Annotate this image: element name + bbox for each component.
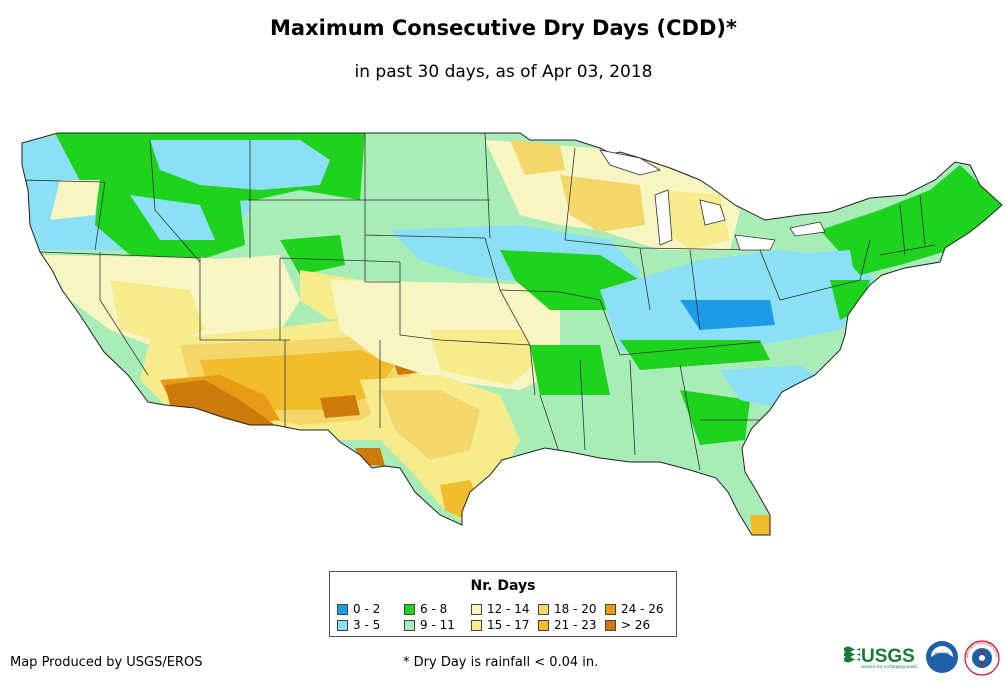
cdd-zone-6-8-tennessee bbox=[620, 340, 770, 370]
legend-label: 21 - 23 bbox=[554, 618, 597, 632]
map-title: Maximum Consecutive Dry Days (CDD)* bbox=[270, 16, 737, 40]
legend-swatch bbox=[605, 604, 616, 615]
great-lakes bbox=[599, 149, 826, 251]
legend: Nr. Days 0 - 2 3 - 5 6 - 8 9 - 11 12 - 1… bbox=[329, 571, 677, 637]
legend-label: 15 - 17 bbox=[487, 618, 530, 632]
cdd-zone-12-14-oregon bbox=[50, 180, 100, 220]
cdd-zone-6-8-colorado bbox=[280, 235, 345, 275]
cdd-zone-18-20-wisconsin bbox=[560, 175, 645, 232]
cdd-zone-18-20-minnesota bbox=[510, 140, 565, 175]
legend-swatch bbox=[337, 620, 348, 631]
nws-logo: NATIONAL WEATHER SERVICE bbox=[964, 640, 1000, 676]
legend-swatch bbox=[337, 604, 348, 615]
cdd-zone-24-26-big-bend bbox=[355, 448, 385, 466]
cdd-zone-over-26-nm-south bbox=[320, 395, 360, 418]
cdd-zone-6-8-northeast bbox=[820, 165, 1002, 275]
legend-item-15-17: 15 - 17 bbox=[471, 618, 530, 632]
cdd-zone-18-20-south-florida bbox=[750, 515, 770, 535]
usgs-logo-text: USGS bbox=[861, 646, 915, 667]
legend-swatch bbox=[404, 604, 415, 615]
legend-item-3-5: 3 - 5 bbox=[337, 618, 380, 632]
legend-swatch bbox=[538, 620, 549, 631]
legend-item-12-14: 12 - 14 bbox=[471, 602, 530, 616]
map-subtitle: in past 30 days, as of Apr 03, 2018 bbox=[354, 62, 653, 82]
legend-swatch bbox=[538, 604, 549, 615]
cdd-zone-6-8-arkansas bbox=[530, 345, 610, 395]
cdd-zone-3-5-pennsylvania bbox=[780, 250, 855, 288]
legend-label: 24 - 26 bbox=[621, 602, 664, 616]
legend-item-9-11: 9 - 11 bbox=[404, 618, 455, 632]
legend-item-24-26: 24 - 26 bbox=[605, 602, 664, 616]
cdd-zone-3-5-idaho bbox=[130, 195, 215, 240]
usgs-tagline: science for a changing world bbox=[861, 664, 917, 669]
us-outline bbox=[21, 132, 1003, 536]
noaa-logo: noaa bbox=[926, 641, 958, 673]
legend-title: Nr. Days bbox=[470, 578, 536, 594]
legend-label: 12 - 14 bbox=[487, 602, 530, 616]
legend-swatch bbox=[471, 604, 482, 615]
legend-swatch bbox=[471, 620, 482, 631]
legend-label: 3 - 5 bbox=[353, 618, 381, 632]
legend-item-over-26: > 26 bbox=[605, 618, 650, 632]
legend-item-6-8: 6 - 8 bbox=[404, 602, 447, 616]
cdd-zone-15-17-nevada bbox=[110, 280, 205, 345]
usgs-logo: USGS science for a changing world bbox=[844, 646, 917, 669]
legend-label: 18 - 20 bbox=[554, 602, 597, 616]
legend-item-18-20: 18 - 20 bbox=[538, 602, 597, 616]
legend-swatch bbox=[404, 620, 415, 631]
legend-swatch bbox=[605, 620, 616, 631]
cdd-map bbox=[21, 132, 1003, 536]
noaa-logo-text: noaa bbox=[935, 652, 950, 658]
cdd-zone-over-26-arizona bbox=[165, 380, 275, 428]
cdd-zone-0-2-kentucky bbox=[680, 300, 775, 330]
cdd-zone-12-14-utah bbox=[200, 255, 300, 340]
footnote-text: * Dry Day is rainfall < 0.04 in. bbox=[403, 655, 599, 670]
cdd-zone-3-5-montana bbox=[150, 140, 330, 190]
legend-label: 6 - 8 bbox=[420, 602, 448, 616]
credit-text: Map Produced by USGS/EROS bbox=[10, 655, 203, 670]
state-boundaries bbox=[22, 133, 936, 471]
legend-item-0-2: 0 - 2 bbox=[337, 602, 380, 616]
legend-label: > 26 bbox=[621, 618, 651, 632]
cdd-zone-6-8-georgia bbox=[680, 390, 750, 445]
cdd-zone-18-20-texas bbox=[380, 390, 480, 460]
legend-label: 9 - 11 bbox=[420, 618, 455, 632]
legend-item-21-23: 21 - 23 bbox=[538, 618, 597, 632]
legend-label: 0 - 2 bbox=[353, 602, 381, 616]
